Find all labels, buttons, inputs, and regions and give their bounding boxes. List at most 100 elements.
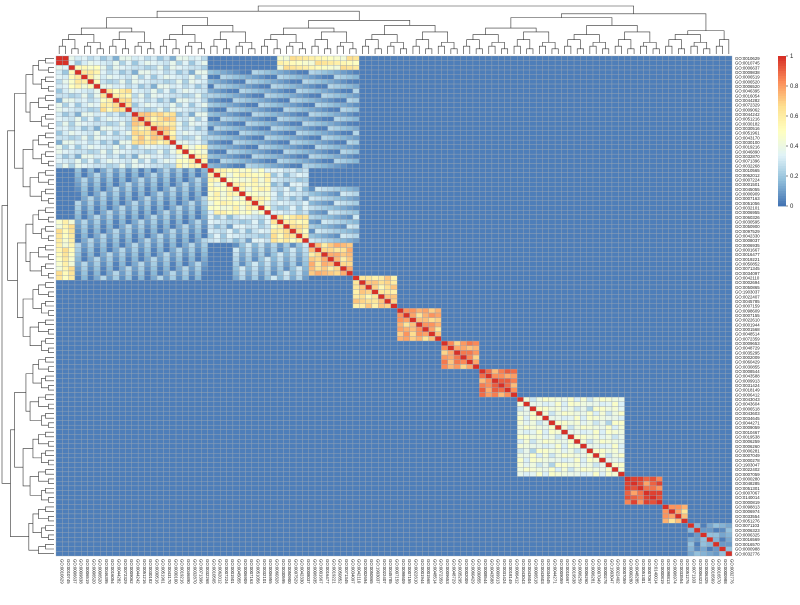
heatmap-cell: [384, 172, 392, 178]
heatmap-cell: [232, 83, 240, 89]
heatmap-cell: [725, 97, 733, 103]
heatmap-cell: [592, 144, 600, 150]
heatmap-cell: [55, 139, 63, 145]
heatmap-cell: [409, 242, 417, 248]
heatmap-cell: [523, 55, 531, 61]
heatmap-cell: [618, 191, 625, 197]
heatmap-cell: [643, 69, 651, 75]
heatmap-cell: [112, 158, 120, 164]
heatmap-cell: [194, 107, 202, 113]
heatmap-cell: [333, 177, 341, 183]
heatmap-cell: [409, 163, 417, 169]
heatmap-cell: [706, 238, 714, 244]
heatmap-cell: [144, 130, 151, 136]
heatmap-cell: [662, 242, 669, 248]
heatmap-cell: [523, 196, 531, 202]
heatmap-cell: [112, 121, 120, 127]
heatmap-cell: [542, 65, 549, 71]
heatmap-cell: [422, 158, 429, 164]
heatmap-cell: [403, 233, 410, 239]
heatmap-cell: [270, 102, 278, 108]
heatmap-cell: [93, 247, 101, 253]
heatmap-cell: [302, 107, 309, 113]
heatmap-cell: [321, 191, 328, 197]
dendrogram-branch: [564, 45, 572, 54]
heatmap-cell: [175, 79, 183, 85]
heatmap-cell: [662, 97, 669, 103]
heatmap-cell: [213, 144, 221, 150]
heatmap-cell: [144, 177, 151, 183]
heatmap-cell: [321, 247, 328, 253]
heatmap-cell: [270, 130, 278, 136]
heatmap-cell: [504, 191, 512, 197]
heatmap-cell: [125, 224, 132, 230]
heatmap-cell: [624, 233, 632, 239]
heatmap-cell: [719, 69, 726, 75]
heatmap-cell: [479, 186, 486, 192]
heatmap-cell: [573, 97, 581, 103]
heatmap-cell: [466, 205, 474, 211]
heatmap-cell: [535, 139, 543, 145]
heatmap-cell: [359, 79, 366, 85]
heatmap-cell: [548, 228, 556, 234]
heatmap-cell: [624, 224, 632, 230]
heatmap-cell: [264, 205, 271, 211]
heatmap-cell: [674, 97, 682, 103]
heatmap-cell: [662, 177, 669, 183]
heatmap-cell: [365, 158, 373, 164]
heatmap-cell: [434, 130, 442, 136]
heatmap-cell: [112, 214, 120, 220]
heatmap-cell: [580, 219, 587, 225]
heatmap-cell: [264, 233, 271, 239]
heatmap-cell: [245, 121, 253, 127]
heatmap-cell: [194, 205, 202, 211]
heatmap-cell: [712, 125, 720, 131]
heatmap-cell: [384, 238, 392, 244]
heatmap-cell: [643, 144, 651, 150]
dendrogram-branch: [45, 301, 54, 307]
heatmap-cell: [182, 130, 189, 136]
heatmap-cell: [226, 144, 234, 150]
heatmap-cell: [428, 233, 436, 239]
heatmap-cell: [681, 163, 688, 169]
dendrogram-branch: [38, 97, 49, 108]
heatmap-cell: [188, 177, 196, 183]
heatmap-cell: [87, 158, 95, 164]
heatmap-cell: [81, 242, 88, 248]
heatmap-cell: [257, 167, 265, 173]
heatmap-cell: [55, 219, 63, 225]
heatmap-cell: [207, 177, 215, 183]
heatmap-cell: [630, 93, 638, 99]
heatmap-cell: [554, 200, 562, 206]
heatmap-cell: [144, 102, 151, 108]
heatmap-cell: [554, 79, 562, 85]
heatmap-cell: [213, 88, 221, 94]
heatmap-cell: [637, 163, 644, 169]
heatmap-cell: [586, 186, 594, 192]
heatmap-cell: [220, 135, 227, 141]
heatmap-cell: [674, 252, 682, 258]
heatmap-cell: [308, 172, 316, 178]
heatmap-cell: [573, 224, 581, 230]
heatmap-cell: [573, 186, 581, 192]
heatmap-cell: [403, 158, 410, 164]
heatmap-cell: [605, 135, 613, 141]
heatmap-cell: [554, 74, 562, 80]
heatmap-cell: [586, 200, 594, 206]
heatmap-cell: [592, 83, 600, 89]
heatmap-cell: [81, 149, 88, 155]
heatmap-cell: [213, 200, 221, 206]
heatmap-cell: [232, 191, 240, 197]
heatmap-cell: [137, 144, 145, 150]
heatmap-cell: [137, 130, 145, 136]
heatmap-cell: [586, 116, 594, 122]
heatmap-cell: [346, 83, 354, 89]
heatmap-cell: [352, 102, 360, 108]
heatmap-cell: [163, 219, 170, 225]
heatmap-cell: [226, 69, 234, 75]
heatmap-cell: [447, 219, 455, 225]
heatmap-cell: [378, 55, 385, 61]
heatmap-cell: [100, 167, 107, 173]
heatmap-cell: [182, 125, 189, 131]
heatmap-cell: [74, 149, 82, 155]
